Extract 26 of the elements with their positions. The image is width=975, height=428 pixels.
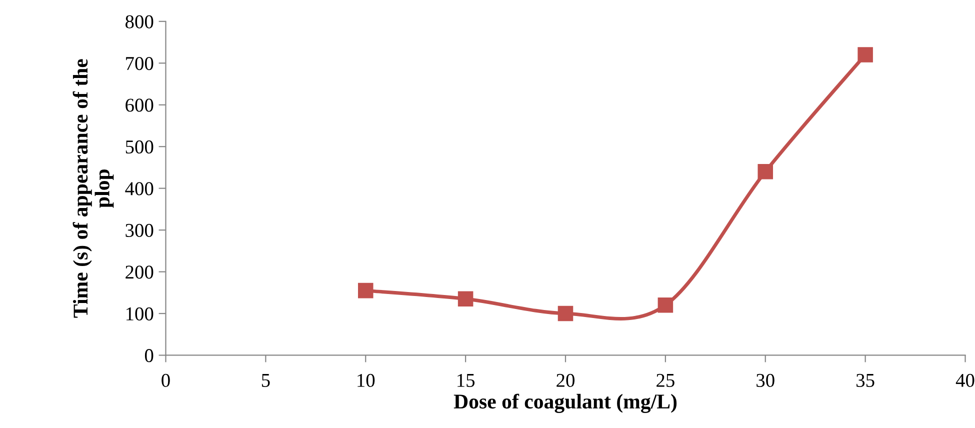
y-tick-label: 700: [126, 56, 154, 70]
y-tick-label: 100: [126, 307, 154, 320]
x-tick-label: 10: [358, 374, 375, 387]
x-tick-label: 25: [656, 374, 674, 387]
x-tick-label: 15: [458, 374, 475, 387]
x-tick-label: 20: [556, 374, 574, 387]
y-tick-label: 500: [126, 140, 154, 154]
y-tick-label: 200: [126, 266, 154, 279]
y-tick-label: 300: [126, 224, 154, 237]
x-tick-label: 5: [262, 374, 270, 387]
point: [458, 291, 474, 307]
y-axis-title: Time (s) of appearance of the plop: [72, 59, 114, 318]
x-tick-label: 40: [956, 374, 974, 387]
x-tick-label: 35: [856, 374, 874, 387]
y-tick-label: 400: [125, 182, 154, 196]
point: [858, 47, 873, 62]
x-tick-label: 30: [756, 374, 774, 387]
point: [358, 282, 374, 298]
y-tick-label: 0: [144, 349, 154, 362]
y-tick-label: 800: [126, 15, 154, 28]
y-tick-label: 600: [126, 98, 154, 112]
point: [658, 298, 674, 313]
x-tick-label: 0: [162, 374, 170, 387]
point: [758, 164, 774, 180]
x-axis-title: Dose of coagulant (mg/L): [454, 394, 677, 413]
point: [558, 306, 574, 322]
